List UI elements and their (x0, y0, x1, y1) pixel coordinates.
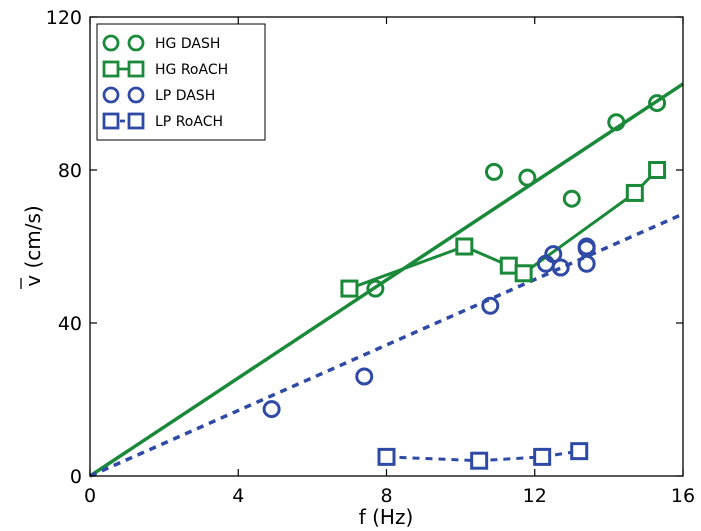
legend-label-lp-dash: LP DASH (155, 88, 215, 104)
data-point-hg-dash-2 (484, 162, 503, 181)
axis-ticks: 0 4 8 12 16 0 40 80 120 (46, 7, 695, 507)
fit-line-hg-dash (89, 82, 684, 478)
data-point-lp-dash-1 (262, 400, 281, 419)
data-point-hg-roach-5 (625, 183, 644, 202)
y-tick-label-80: 80 (58, 160, 82, 182)
y-tick-label-0: 0 (70, 466, 82, 488)
legend-marker-lp-roach-2 (127, 112, 145, 130)
legend-entry-hg-roach: HG RoACH (102, 60, 228, 78)
x-tick-label-0: 0 (84, 485, 96, 507)
data-point-hg-dash-5 (607, 113, 626, 132)
legend-label-lp-roach: LP RoACH (155, 114, 223, 130)
data-point-hg-roach-3 (499, 256, 518, 275)
series-line-lp-roach (386, 449, 580, 463)
x-axis-label: f (Hz) (359, 505, 414, 529)
legend-marker-hg-dash-1 (102, 34, 120, 52)
data-point-hg-roach-2 (455, 237, 474, 256)
data-point-lp-roach-3 (533, 447, 552, 466)
legend-entry-lp-roach: LP RoACH (102, 112, 223, 130)
data-point-lp-roach-4 (570, 442, 589, 461)
data-point-lp-roach-1 (377, 447, 396, 466)
data-point-hg-dash-4 (562, 189, 581, 208)
fit-line-lp-dash (89, 212, 684, 478)
legend-marker-hg-roach-2 (127, 60, 145, 78)
legend: HG DASH HG RoACH LP DASH LP RoACH (96, 23, 266, 141)
data-point-hg-roach-1 (340, 279, 359, 298)
data-point-lp-dash-5 (544, 245, 563, 264)
y-axis-label: v (cm/s) (21, 205, 45, 286)
legend-marker-lp-roach-1 (102, 112, 120, 130)
y-tick-label-40: 40 (58, 313, 82, 335)
y-tick-label-120: 120 (46, 7, 82, 29)
data-point-lp-dash-2 (355, 367, 374, 386)
data-point-hg-dash-3 (518, 168, 537, 187)
legend-marker-lp-dash-2 (127, 86, 145, 104)
data-point-hg-dash-1 (366, 279, 385, 298)
legend-marker-lp-dash-1 (102, 86, 120, 104)
data-point-hg-dash-6 (648, 94, 667, 113)
x-tick-label-8: 8 (380, 485, 392, 507)
data-point-lp-roach-2 (470, 451, 489, 470)
data-point-hg-roach-6 (648, 161, 667, 179)
data-point-hg-roach-4 (514, 264, 533, 283)
x-tick-label-16: 16 (671, 485, 695, 507)
legend-marker-hg-roach-1 (102, 60, 120, 78)
data-point-lp-dash-6 (551, 258, 570, 277)
legend-label-hg-roach: HG RoACH (155, 62, 228, 78)
legend-entry-lp-dash: LP DASH (102, 86, 215, 104)
legend-label-hg-dash: HG DASH (155, 36, 220, 52)
x-tick-label-12: 12 (523, 485, 547, 507)
x-tick-label-4: 4 (232, 485, 244, 507)
legend-entry-hg-dash: HG DASH (102, 34, 220, 52)
legend-marker-hg-dash-2 (127, 34, 145, 52)
plot-area (89, 82, 684, 478)
data-point-lp-dash-3 (481, 296, 500, 315)
data-point-lp-dash-9 (577, 254, 596, 273)
